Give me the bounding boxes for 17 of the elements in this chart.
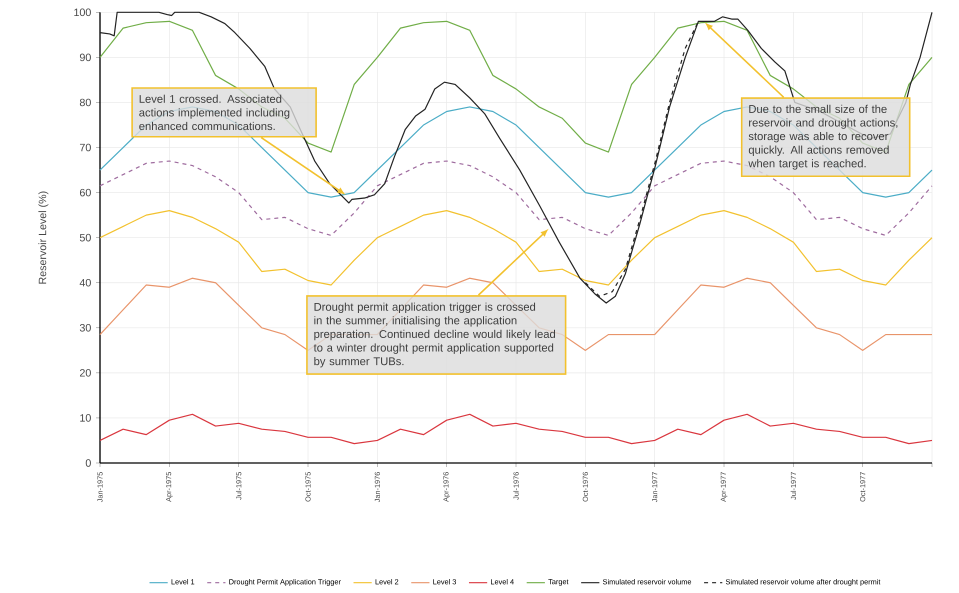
y-tick-label: 90 <box>80 54 91 62</box>
y-tick-label: 100 <box>74 8 91 16</box>
y-tick-label: 10 <box>80 414 91 422</box>
y-tick-label: 60 <box>80 188 91 196</box>
y-tick-label: 30 <box>80 324 91 332</box>
line-series <box>99 414 933 444</box>
y-tick-label: 20 <box>80 369 91 377</box>
y-tick-label: 0 <box>86 459 91 467</box>
annotation: Due to the small size of the reservoir and drought actions, storage was able to recover quickly. All actions removed when target is reached. <box>748 104 898 170</box>
annotation: Drought permit application trigger is crossed in the summer, initialising the application preparation. Continued decline would likely lead to a winter drought permit application supported by summer TUBs. <box>314 302 556 368</box>
y-tick-label: 80 <box>80 98 91 106</box>
y-axis-title: Reservoir Level (%) <box>38 192 48 284</box>
y-tick-label: 50 <box>80 234 91 242</box>
y-tick-label: 70 <box>80 144 91 152</box>
annotation: Level 1 crossed. Associated actions implemented including enhanced communications. <box>139 94 290 130</box>
line-series <box>584 20 700 297</box>
y-tick-label: 40 <box>80 278 91 287</box>
